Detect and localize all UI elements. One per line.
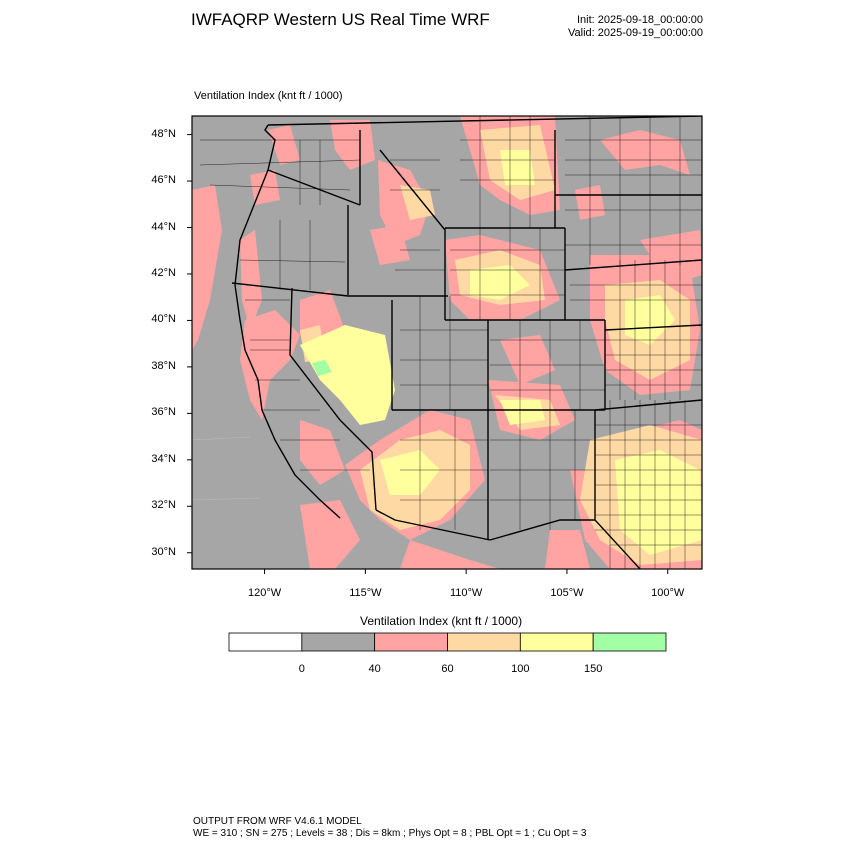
init-time: Init: 2025-09-18_00:00:00 xyxy=(577,14,703,26)
lon-ticks xyxy=(264,569,669,574)
map-panel xyxy=(192,116,702,569)
lat-label-32: 32°N xyxy=(151,499,176,512)
field-band-100-150 xyxy=(300,150,702,555)
colorbar-bin xyxy=(374,632,448,652)
lat-label-34: 34°N xyxy=(151,452,176,465)
lat-label-48: 48°N xyxy=(151,127,176,140)
county-borders xyxy=(199,116,702,569)
colorbar-label-60: 60 xyxy=(441,663,454,675)
footer-config-line: WE = 310 ; SN = 275 ; Levels = 38 ; Dis … xyxy=(193,828,587,839)
colorbar-title: Ventilation Index (knt ft / 1000) xyxy=(360,614,523,628)
lat-label-36: 36°N xyxy=(151,406,176,419)
lat-label-46: 46°N xyxy=(151,174,176,187)
lat-label-44: 44°N xyxy=(151,220,176,233)
lat-ticks xyxy=(187,134,192,554)
lon-label-115w: 115°W xyxy=(349,587,382,599)
colorbar-bin xyxy=(519,632,594,652)
field-band-150-plus xyxy=(312,360,332,376)
plot-title: IWFAQRP Western US Real Time WRF xyxy=(191,10,490,29)
colorbar-bin xyxy=(301,632,376,652)
valid-time: Valid: 2025-09-19_00:00:00 xyxy=(568,27,703,39)
lat-label-38: 38°N xyxy=(151,359,176,372)
footer-model-line: OUTPUT FROM WRF V4.6.1 MODEL xyxy=(193,816,362,827)
colorbar xyxy=(228,632,667,652)
lon-label-110w: 110°W xyxy=(449,587,483,599)
colorbar-bin xyxy=(228,632,303,652)
graticule xyxy=(192,436,261,501)
lon-label-105w: 105°W xyxy=(550,587,584,599)
colorbar-label-40: 40 xyxy=(368,663,381,675)
colorbar-label-150: 150 xyxy=(583,663,603,675)
lat-label-30: 30°N xyxy=(151,545,176,558)
lon-label-100w: 100°W xyxy=(651,587,685,599)
colorbar-label-100: 100 xyxy=(511,663,530,675)
colorbar-label-0: 0 xyxy=(298,663,305,675)
lon-label-120w: 120°W xyxy=(247,587,282,599)
colorbar-bin xyxy=(592,632,667,652)
lat-label-42: 42°N xyxy=(151,266,176,279)
state-borders xyxy=(231,116,702,569)
lat-label-40: 40°N xyxy=(151,313,176,326)
field-label: Ventilation Index (knt ft / 1000) xyxy=(194,90,343,102)
colorbar-bin xyxy=(447,632,521,652)
map-frame xyxy=(191,115,703,570)
